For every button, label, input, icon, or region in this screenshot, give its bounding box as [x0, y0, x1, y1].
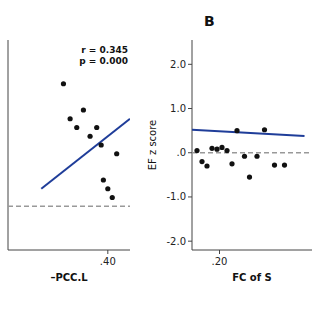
y-tick: [188, 196, 192, 197]
point: [242, 154, 247, 159]
y-tick-label: .0: [176, 147, 186, 158]
point: [272, 163, 277, 168]
x-axis-line: [192, 250, 312, 251]
point: [214, 147, 219, 152]
annotation-line: p = 0.000: [79, 56, 128, 66]
x-tick: [107, 250, 108, 254]
panel: .40 r = 0.345p = 0.000 –PCC.L: [8, 40, 130, 283]
point: [234, 128, 239, 133]
point: [209, 146, 214, 151]
point: [194, 148, 199, 153]
plot-area: [192, 127, 312, 180]
y-tick: [188, 152, 192, 153]
point: [229, 161, 234, 166]
panel: .20 -2.0 -1.0 .0 1.0 2.0 FC of S EF z score B: [147, 13, 312, 283]
y-tick: [188, 64, 192, 65]
y-axis-line: [8, 40, 9, 250]
figure: .40 r = 0.345p = 0.000 –PCC.L .20 -2.0 -1.0 .0…: [0, 0, 321, 321]
point: [247, 174, 252, 179]
point: [94, 125, 99, 130]
point: [81, 107, 86, 112]
annotation: r = 0.345p = 0.000: [79, 45, 128, 66]
y-tick: [188, 241, 192, 242]
reference-line: [192, 152, 312, 153]
point: [262, 127, 267, 132]
y-tick-label: 2.0: [170, 59, 186, 70]
point: [224, 148, 229, 153]
point: [199, 159, 204, 164]
point: [110, 195, 115, 200]
point: [254, 154, 259, 159]
y-tick-label: -2.0: [166, 236, 186, 247]
point: [114, 151, 119, 156]
point: [219, 145, 224, 150]
panel-title: B: [204, 13, 215, 29]
point: [61, 81, 66, 86]
y-axis-label: EF z score: [147, 120, 158, 171]
x-tick-label: .20: [212, 256, 228, 267]
plot-area: [8, 81, 130, 206]
background: [0, 0, 321, 321]
point: [87, 134, 92, 139]
point: [99, 142, 104, 147]
point: [68, 116, 73, 121]
point: [105, 186, 110, 191]
x-tick: [219, 250, 220, 254]
y-axis-line: [192, 40, 193, 250]
x-axis-label: –PCC.L: [50, 272, 88, 283]
y-tick: [188, 108, 192, 109]
y-tick-label: 1.0: [170, 103, 186, 114]
x-axis-label: FC of S: [232, 272, 272, 283]
fit-line: [41, 119, 130, 189]
x-tick-label: .40: [100, 256, 116, 267]
y-tick-label: -1.0: [166, 191, 186, 202]
point: [74, 125, 79, 130]
point: [282, 163, 287, 168]
fit-line: [192, 130, 305, 136]
point: [101, 177, 106, 182]
point: [204, 163, 209, 168]
annotation-line: r = 0.345: [81, 45, 128, 55]
reference-line: [8, 206, 130, 207]
x-axis-line: [8, 250, 130, 251]
